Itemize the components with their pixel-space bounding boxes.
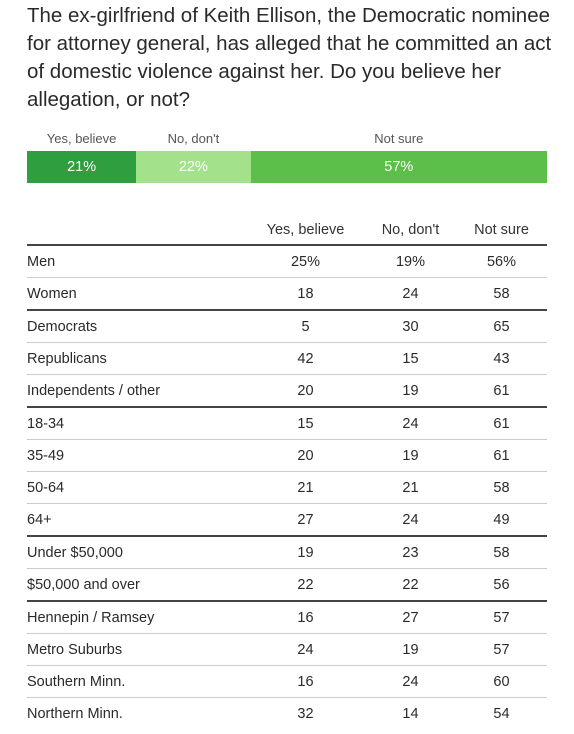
cell-value: 16 bbox=[246, 665, 365, 698]
cell-value: 20 bbox=[246, 374, 365, 408]
cell-value: 22 bbox=[365, 568, 456, 602]
cell-value: 24 bbox=[365, 665, 456, 698]
bar-segment: 22% bbox=[136, 151, 251, 183]
cell-value: 54 bbox=[493, 705, 510, 722]
table-row: $50,000 and over 22 22 56 bbox=[27, 568, 547, 602]
cell-value: 18 bbox=[246, 277, 365, 311]
cell-value: 56% bbox=[456, 245, 547, 278]
row-label: 35-49 bbox=[27, 439, 246, 472]
cell-value: 19 bbox=[365, 374, 456, 408]
row-label: Metro Suburbs bbox=[27, 633, 246, 666]
cell-value: 30 bbox=[365, 310, 456, 343]
bar-segment-label: No, don't bbox=[167, 131, 220, 146]
cell-value: 65 bbox=[456, 310, 547, 343]
row-label: Men bbox=[27, 245, 246, 278]
table-row: Independents / other 20 19 61 bbox=[27, 374, 547, 408]
cell-value: 25% bbox=[246, 245, 365, 278]
cell-value: 49 bbox=[456, 503, 547, 537]
bar-segment: 21% bbox=[27, 151, 137, 183]
row-label: $50,000 and over bbox=[27, 568, 246, 602]
row-label: 64+ bbox=[27, 503, 246, 537]
cell-value: 20 bbox=[246, 439, 365, 472]
cell-value: 27 bbox=[365, 601, 456, 634]
cell-value: 57 bbox=[456, 601, 547, 634]
bar-segment-label: Yes, believe bbox=[46, 131, 117, 146]
row-label: Under $50,000 bbox=[27, 536, 246, 569]
row-label: Independents / other bbox=[27, 374, 246, 408]
table-row: Democrats 5 30 65 bbox=[27, 310, 547, 343]
table-row: Women 18 24 58 bbox=[27, 277, 547, 311]
cell-value: 21 bbox=[246, 471, 365, 504]
bar-segment-label: Not sure bbox=[374, 131, 424, 146]
cell-value: 42 bbox=[246, 342, 365, 375]
row-label: Hennepin / Ramsey bbox=[27, 601, 246, 634]
table-header-row: Yes, believe No, don't Not sure bbox=[27, 216, 547, 246]
row-label: Women bbox=[27, 277, 246, 311]
cell-value: 24 bbox=[365, 503, 456, 537]
table-row: 35-49 20 19 61 bbox=[27, 439, 547, 472]
cell-value: 19 bbox=[365, 633, 456, 666]
table-row: Metro Suburbs 24 19 57 bbox=[27, 633, 547, 666]
cell-value: 24 bbox=[365, 277, 456, 311]
question-text: The ex-girlfriend of Keith Ellison, the … bbox=[27, 4, 552, 111]
cell-value: 21 bbox=[365, 471, 456, 504]
cell-value: 23 bbox=[365, 536, 456, 569]
cell-value: 27 bbox=[246, 503, 365, 537]
cell-value: 61 bbox=[456, 407, 547, 440]
bar-segment: 57% bbox=[250, 151, 547, 183]
row-label: 18-34 bbox=[27, 407, 246, 440]
cell-value: 56 bbox=[456, 568, 547, 602]
table-row: Republicans 42 15 43 bbox=[27, 342, 547, 375]
row-label: Southern Minn. bbox=[27, 665, 246, 698]
cell-value: 19% bbox=[365, 245, 456, 278]
table-row: 18-34 15 24 61 bbox=[27, 407, 547, 440]
table-row: Southern Minn. 16 24 60 bbox=[27, 665, 547, 698]
stacked-bar: 21% 22% 57% bbox=[27, 151, 547, 183]
cell-value: 24 bbox=[365, 407, 456, 440]
cell-value: 58 bbox=[456, 277, 547, 311]
cell-value: 22 bbox=[246, 568, 365, 602]
table-row: Under $50,000 19 23 58 bbox=[27, 536, 547, 569]
table-row: 50-64 21 21 58 bbox=[27, 471, 547, 504]
cell-value: 60 bbox=[456, 665, 547, 698]
table-row: 64+ 27 24 49 bbox=[27, 503, 547, 537]
cell-value: 57 bbox=[456, 633, 547, 666]
row-label: 50-64 bbox=[27, 471, 246, 504]
cell-value: 61 bbox=[456, 374, 547, 408]
cell-value: 24 bbox=[246, 633, 365, 666]
crosstab-table: Yes, believe No, don't Not sure Men 25% 19% 5… bbox=[27, 216, 547, 729]
table-row: Men 25% 19% 56% bbox=[27, 245, 547, 278]
cell-value: 58 bbox=[456, 536, 547, 569]
cell-value: 43 bbox=[456, 342, 547, 375]
stacked-bar-legend: Yes, believe No, don't Not sure bbox=[27, 131, 547, 149]
column-header: Yes, believe bbox=[246, 216, 365, 246]
row-label: Republicans bbox=[27, 342, 246, 375]
cell-value: 5 bbox=[246, 310, 365, 343]
cell-value: 58 bbox=[456, 471, 547, 504]
cell-value: 14 bbox=[402, 705, 419, 722]
table-body: Men 25% 19% 56% Women 18 24 58 Democrats 5 30 65 Rep… bbox=[27, 245, 547, 729]
cell-value: 15 bbox=[246, 407, 365, 440]
column-header: No, don't bbox=[365, 216, 456, 246]
row-label: Northern Minn. bbox=[27, 705, 123, 722]
header-blank bbox=[27, 216, 246, 246]
cell-value: 15 bbox=[365, 342, 456, 375]
cell-value: 19 bbox=[246, 536, 365, 569]
column-header: Not sure bbox=[456, 216, 547, 246]
cell-value: 32 bbox=[297, 705, 314, 722]
table-row: Northern Minn. 32 14 54 bbox=[27, 698, 547, 730]
cell-value: 16 bbox=[246, 601, 365, 634]
row-label: Democrats bbox=[27, 310, 246, 343]
table-row: Hennepin / Ramsey 16 27 57 bbox=[27, 601, 547, 634]
cell-value: 61 bbox=[456, 439, 547, 472]
cell-value: 19 bbox=[365, 439, 456, 472]
